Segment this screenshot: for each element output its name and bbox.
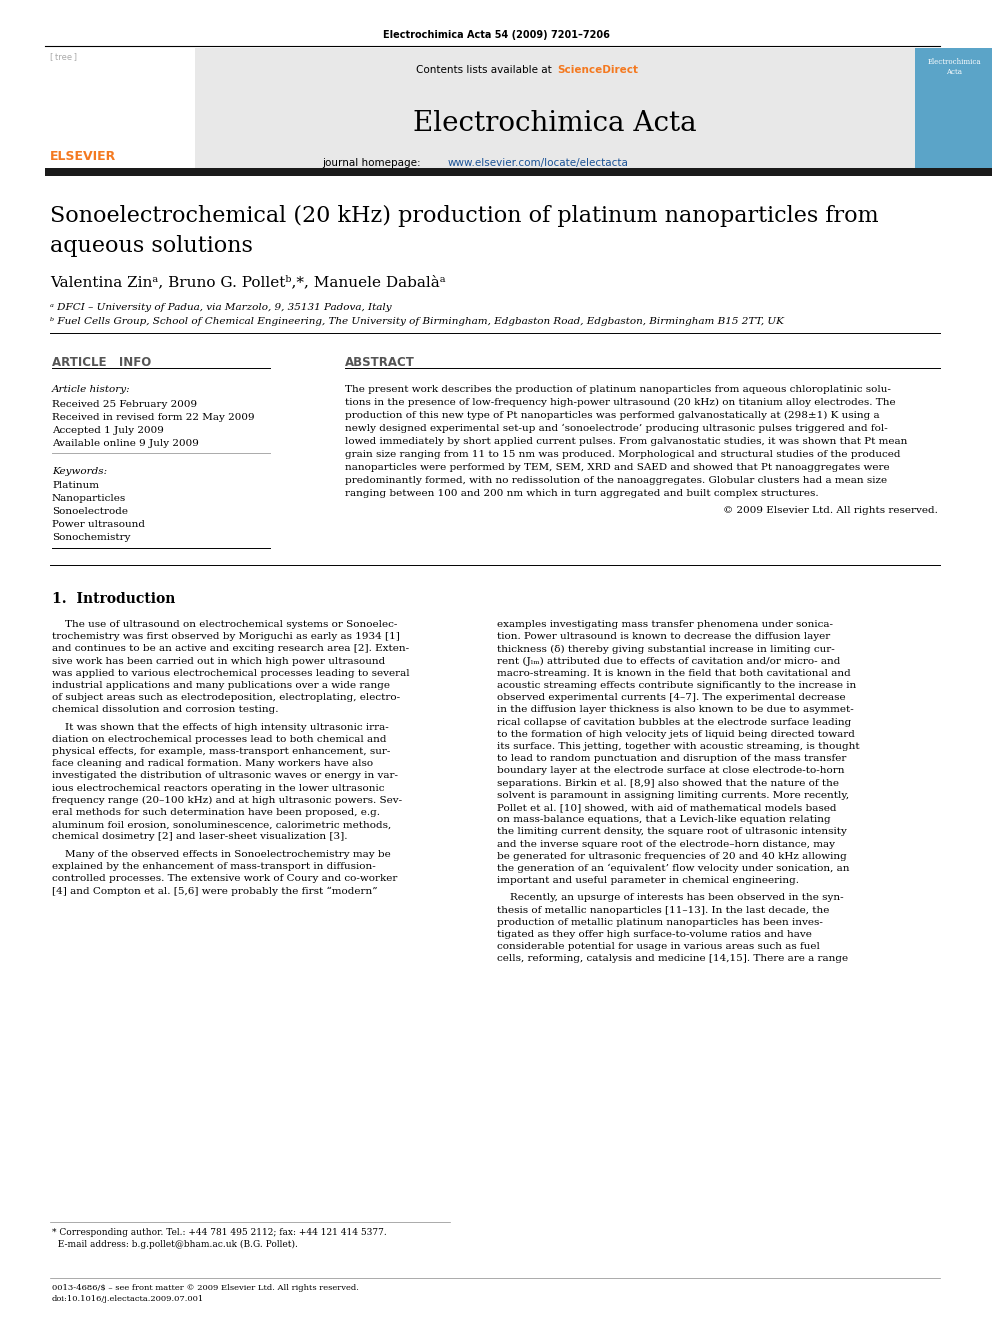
Text: cells, reforming, catalysis and medicine [14,15]. There are a range: cells, reforming, catalysis and medicine… xyxy=(497,954,848,963)
Text: Power ultrasound: Power ultrasound xyxy=(52,520,145,529)
Text: physical effects, for example, mass-transport enhancement, sur-: physical effects, for example, mass-tran… xyxy=(52,747,391,755)
Text: frequency range (20–100 kHz) and at high ultrasonic powers. Sev-: frequency range (20–100 kHz) and at high… xyxy=(52,796,402,804)
Text: to the formation of high velocity jets of liquid being directed toward: to the formation of high velocity jets o… xyxy=(497,730,855,738)
Text: Available online 9 July 2009: Available online 9 July 2009 xyxy=(52,439,198,448)
Text: Sonoelectrochemical (20 kHz) production of platinum nanoparticles from: Sonoelectrochemical (20 kHz) production … xyxy=(50,205,879,228)
Text: [4] and Compton et al. [5,6] were probably the first “modern”: [4] and Compton et al. [5,6] were probab… xyxy=(52,886,378,896)
Text: ScienceDirect: ScienceDirect xyxy=(557,65,638,75)
Text: its surface. This jetting, together with acoustic streaming, is thought: its surface. This jetting, together with… xyxy=(497,742,860,751)
Text: Electrochimica: Electrochimica xyxy=(928,58,981,66)
Bar xyxy=(45,168,992,176)
Text: Nanoparticles: Nanoparticles xyxy=(52,493,126,503)
Text: investigated the distribution of ultrasonic waves or energy in var-: investigated the distribution of ultraso… xyxy=(52,771,398,781)
Text: ranging between 100 and 200 nm which in turn aggregated and built complex struct: ranging between 100 and 200 nm which in … xyxy=(345,490,818,497)
Text: thesis of metallic nanoparticles [11–13]. In the last decade, the: thesis of metallic nanoparticles [11–13]… xyxy=(497,906,829,914)
Text: Received in revised form 22 May 2009: Received in revised form 22 May 2009 xyxy=(52,413,255,422)
Text: aluminum foil erosion, sonoluminescence, calorimetric methods,: aluminum foil erosion, sonoluminescence,… xyxy=(52,820,391,830)
Text: the limiting current density, the square root of ultrasonic intensity: the limiting current density, the square… xyxy=(497,827,847,836)
Text: of subject areas such as electrodeposition, electroplating, electro-: of subject areas such as electrodepositi… xyxy=(52,693,400,703)
Bar xyxy=(45,48,195,168)
Text: considerable potential for usage in various areas such as fuel: considerable potential for usage in vari… xyxy=(497,942,819,951)
Text: Pollet et al. [10] showed, with aid of mathematical models based: Pollet et al. [10] showed, with aid of m… xyxy=(497,803,836,812)
Text: diation on electrochemical processes lead to both chemical and: diation on electrochemical processes lea… xyxy=(52,734,387,744)
Text: observed experimental currents [4–7]. The experimental decrease: observed experimental currents [4–7]. Th… xyxy=(497,693,845,703)
Text: the generation of an ‘equivalent’ flow velocity under sonication, an: the generation of an ‘equivalent’ flow v… xyxy=(497,864,849,873)
Text: sive work has been carried out in which high power ultrasound: sive work has been carried out in which … xyxy=(52,656,385,665)
Text: ABSTRACT: ABSTRACT xyxy=(345,356,415,369)
Text: controlled processes. The extensive work of Coury and co-worker: controlled processes. The extensive work… xyxy=(52,875,398,882)
Text: and continues to be an active and exciting research area [2]. Exten-: and continues to be an active and exciti… xyxy=(52,644,409,654)
Bar xyxy=(915,48,992,168)
Text: ᵇ Fuel Cells Group, School of Chemical Engineering, The University of Birmingham: ᵇ Fuel Cells Group, School of Chemical E… xyxy=(50,318,784,325)
Text: industrial applications and many publications over a wide range: industrial applications and many publica… xyxy=(52,681,390,691)
Text: examples investigating mass transfer phenomena under sonica-: examples investigating mass transfer phe… xyxy=(497,620,833,628)
Text: The use of ultrasound on electrochemical systems or Sonoelec-: The use of ultrasound on electrochemical… xyxy=(52,620,398,628)
Text: ELSEVIER: ELSEVIER xyxy=(50,149,116,163)
Text: chemical dosimetry [2] and laser-sheet visualization [3].: chemical dosimetry [2] and laser-sheet v… xyxy=(52,832,347,841)
Text: important and useful parameter in chemical engineering.: important and useful parameter in chemic… xyxy=(497,876,799,885)
Text: Contents lists available at: Contents lists available at xyxy=(416,65,555,75)
Text: separations. Birkin et al. [8,9] also showed that the nature of the: separations. Birkin et al. [8,9] also sh… xyxy=(497,779,839,787)
Text: Recently, an upsurge of interests has been observed in the syn-: Recently, an upsurge of interests has be… xyxy=(497,893,843,902)
Text: Received 25 February 2009: Received 25 February 2009 xyxy=(52,400,197,409)
Text: Acta: Acta xyxy=(946,67,962,75)
Text: in the diffusion layer thickness is also known to be due to asymmet-: in the diffusion layer thickness is also… xyxy=(497,705,854,714)
Text: Sonochemistry: Sonochemistry xyxy=(52,533,131,542)
Text: newly designed experimental set-up and ‘sonoelectrode’ producing ultrasonic puls: newly designed experimental set-up and ‘… xyxy=(345,423,888,434)
Text: was applied to various electrochemical processes leading to several: was applied to various electrochemical p… xyxy=(52,669,410,677)
Text: face cleaning and radical formation. Many workers have also: face cleaning and radical formation. Man… xyxy=(52,759,373,769)
Text: 1.  Introduction: 1. Introduction xyxy=(52,591,176,606)
Text: production of this new type of Pt nanoparticles was performed galvanostatically : production of this new type of Pt nanopa… xyxy=(345,411,880,421)
Text: lowed immediately by short applied current pulses. From galvanostatic studies, i: lowed immediately by short applied curre… xyxy=(345,437,908,446)
Text: Article history:: Article history: xyxy=(52,385,131,394)
Text: aqueous solutions: aqueous solutions xyxy=(50,235,253,257)
Bar xyxy=(195,48,915,168)
Text: be generated for ultrasonic frequencies of 20 and 40 kHz allowing: be generated for ultrasonic frequencies … xyxy=(497,852,847,861)
Text: eral methods for such determination have been proposed, e.g.: eral methods for such determination have… xyxy=(52,808,380,818)
Text: tions in the presence of low-frequency high-power ultrasound (20 kHz) on titaniu: tions in the presence of low-frequency h… xyxy=(345,398,896,407)
Text: 0013-4686/$ – see front matter © 2009 Elsevier Ltd. All rights reserved.: 0013-4686/$ – see front matter © 2009 El… xyxy=(52,1285,359,1293)
Text: nanoparticles were performed by TEM, SEM, XRD and SAED and showed that Pt nanoag: nanoparticles were performed by TEM, SEM… xyxy=(345,463,890,472)
Text: © 2009 Elsevier Ltd. All rights reserved.: © 2009 Elsevier Ltd. All rights reserved… xyxy=(723,505,938,515)
Text: grain size ranging from 11 to 15 nm was produced. Morphological and structural s: grain size ranging from 11 to 15 nm was … xyxy=(345,450,901,459)
Text: rical collapse of cavitation bubbles at the electrode surface leading: rical collapse of cavitation bubbles at … xyxy=(497,717,851,726)
Text: to lead to random punctuation and disruption of the mass transfer: to lead to random punctuation and disrup… xyxy=(497,754,846,763)
Text: It was shown that the effects of high intensity ultrasonic irra-: It was shown that the effects of high in… xyxy=(52,722,389,732)
Text: * Corresponding author. Tel.: +44 781 495 2112; fax: +44 121 414 5377.: * Corresponding author. Tel.: +44 781 49… xyxy=(52,1228,387,1237)
Text: rent (Jₗₘ) attributed due to effects of cavitation and/or micro- and: rent (Jₗₘ) attributed due to effects of … xyxy=(497,656,840,665)
Text: thickness (δ) thereby giving substantial increase in limiting cur-: thickness (δ) thereby giving substantial… xyxy=(497,644,834,654)
Text: predominantly formed, with no redissolution of the nanoaggregates. Globular clus: predominantly formed, with no redissolut… xyxy=(345,476,887,486)
Text: journal homepage:: journal homepage: xyxy=(322,157,424,168)
Text: Sonoelectrode: Sonoelectrode xyxy=(52,507,128,516)
Text: Electrochimica Acta 54 (2009) 7201–7206: Electrochimica Acta 54 (2009) 7201–7206 xyxy=(383,30,609,40)
Text: solvent is paramount in assigning limiting currents. More recently,: solvent is paramount in assigning limiti… xyxy=(497,791,849,800)
Text: Electrochimica Acta: Electrochimica Acta xyxy=(414,110,696,138)
Text: acoustic streaming effects contribute significantly to the increase in: acoustic streaming effects contribute si… xyxy=(497,681,856,691)
Text: production of metallic platinum nanoparticles has been inves-: production of metallic platinum nanopart… xyxy=(497,918,823,927)
Text: Accepted 1 July 2009: Accepted 1 July 2009 xyxy=(52,426,164,435)
Text: tion. Power ultrasound is known to decrease the diffusion layer: tion. Power ultrasound is known to decre… xyxy=(497,632,830,642)
Text: ious electrochemical reactors operating in the lower ultrasonic: ious electrochemical reactors operating … xyxy=(52,783,385,792)
Text: ARTICLE   INFO: ARTICLE INFO xyxy=(52,356,151,369)
Text: on mass-balance equations, that a Levich-like equation relating: on mass-balance equations, that a Levich… xyxy=(497,815,830,824)
Text: E-mail address: b.g.pollet@bham.ac.uk (B.G. Pollet).: E-mail address: b.g.pollet@bham.ac.uk (B… xyxy=(52,1240,298,1249)
Text: explained by the enhancement of mass-transport in diffusion-: explained by the enhancement of mass-tra… xyxy=(52,861,376,871)
Text: [ tree ]: [ tree ] xyxy=(50,52,77,61)
Text: and the inverse square root of the electrode–horn distance, may: and the inverse square root of the elect… xyxy=(497,840,835,848)
Text: The present work describes the production of platinum nanoparticles from aqueous: The present work describes the productio… xyxy=(345,385,891,394)
Text: boundary layer at the electrode surface at close electrode-to-horn: boundary layer at the electrode surface … xyxy=(497,766,844,775)
Text: Platinum: Platinum xyxy=(52,482,99,490)
Text: ᵃ DFCI – University of Padua, via Marzolo, 9, 35131 Padova, Italy: ᵃ DFCI – University of Padua, via Marzol… xyxy=(50,303,392,312)
Text: trochemistry was first observed by Moriguchi as early as 1934 [1]: trochemistry was first observed by Morig… xyxy=(52,632,400,642)
Text: tigated as they offer high surface-to-volume ratios and have: tigated as they offer high surface-to-vo… xyxy=(497,930,811,939)
Text: www.elsevier.com/locate/electacta: www.elsevier.com/locate/electacta xyxy=(448,157,629,168)
Text: doi:10.1016/j.electacta.2009.07.001: doi:10.1016/j.electacta.2009.07.001 xyxy=(52,1295,204,1303)
Text: Many of the observed effects in Sonoelectrochemistry may be: Many of the observed effects in Sonoelec… xyxy=(52,849,391,859)
Text: chemical dissolution and corrosion testing.: chemical dissolution and corrosion testi… xyxy=(52,705,279,714)
Text: Valentina Zinᵃ, Bruno G. Polletᵇ,*, Manuele Dabalàᵃ: Valentina Zinᵃ, Bruno G. Polletᵇ,*, Manu… xyxy=(50,275,445,288)
Text: Keywords:: Keywords: xyxy=(52,467,107,476)
Text: macro-streaming. It is known in the field that both cavitational and: macro-streaming. It is known in the fiel… xyxy=(497,669,851,677)
